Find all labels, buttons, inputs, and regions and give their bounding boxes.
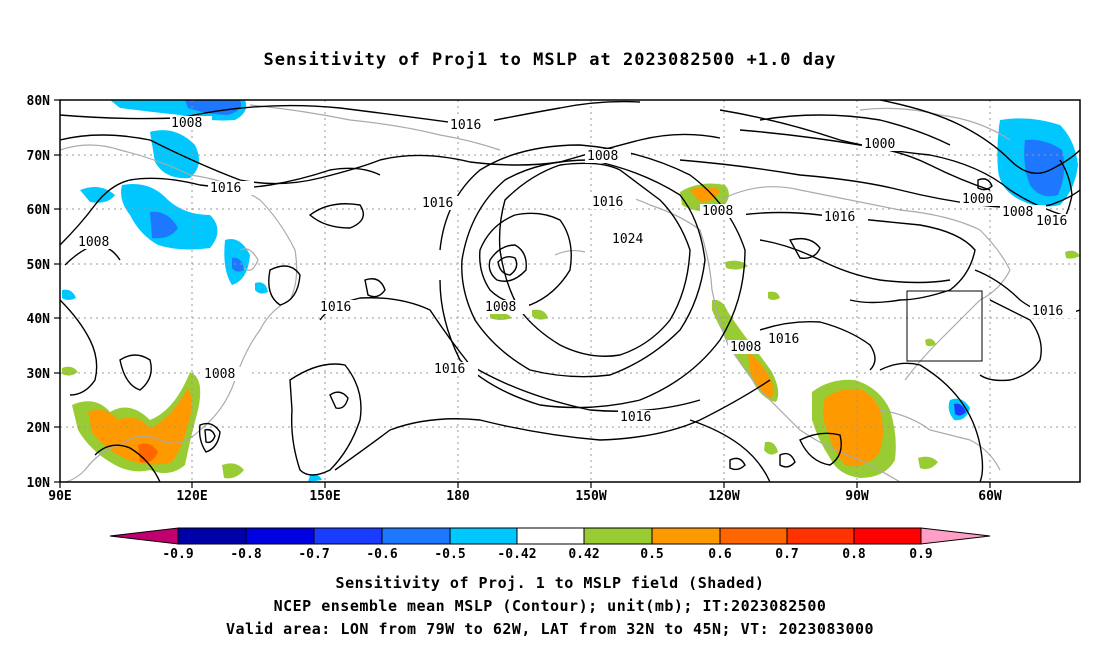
lon-label: 120W	[708, 489, 739, 504]
contour-label: 1008	[485, 300, 516, 315]
lat-label: 60N	[27, 203, 51, 218]
contour-label: 1008	[587, 149, 618, 164]
lat-label: 70N	[27, 149, 51, 164]
colorbar-swatch	[177, 527, 247, 545]
lon-label: 120E	[176, 489, 207, 504]
colorbar-swatch	[381, 527, 451, 545]
lat-label: 30N	[27, 367, 51, 382]
lon-label: 90W	[845, 489, 869, 504]
axis-ticks	[54, 99, 991, 488]
colorbar-swatch	[245, 527, 315, 545]
contour-label: 1016	[824, 210, 855, 225]
colorbar-label: -0.7	[298, 547, 329, 562]
colorbar-label: -0.8	[230, 547, 261, 562]
lon-label: 60W	[978, 489, 1002, 504]
lat-label: 10N	[27, 476, 51, 491]
colorbar-label: 0.8	[842, 547, 866, 562]
colorbar-swatch	[516, 527, 585, 545]
contour-label: 1016	[422, 196, 453, 211]
contour-label: 1016	[620, 410, 651, 425]
contour-label: 1000	[962, 192, 993, 207]
contour-label: 1008	[171, 116, 202, 131]
colorbar-label: -0.42	[497, 547, 536, 562]
colorbar-label: 0.6	[708, 547, 732, 562]
coastlines	[60, 104, 1011, 482]
colorbar-low-arrow	[109, 527, 179, 545]
colorbar-high-arrow	[920, 527, 991, 545]
colorbar-label: 0.7	[775, 547, 798, 562]
colorbar-label: 0.5	[640, 547, 663, 562]
contour-label: 1008	[204, 367, 235, 382]
contour-label: 1008	[78, 235, 109, 250]
contour-label: 1016	[1036, 214, 1067, 229]
colorbar-swatch	[651, 527, 721, 545]
contour-label: 1016	[210, 181, 241, 196]
colorbar-swatch	[313, 527, 383, 545]
contour-labels: 1008 1016 1008 1000 1016 1016 1008 1016 …	[76, 116, 1080, 425]
contour-label: 1008	[730, 340, 761, 355]
lon-label: 90E	[48, 489, 71, 504]
caption-contour: NCEP ensemble mean MSLP (Contour); unit(…	[273, 597, 827, 615]
grid-lines	[60, 100, 1080, 482]
longitude-labels: 90E 120E 150E 180 150W 120W 90W 60W	[48, 489, 1002, 504]
contour-label: 1016	[450, 118, 481, 133]
contour-label: 1008	[1002, 205, 1033, 220]
caption-shading: Sensitivity of Proj. 1 to MSLP field (Sh…	[335, 574, 765, 592]
lat-label: 20N	[27, 421, 51, 436]
colorbar-swatch	[583, 527, 653, 545]
caption-valid-area: Valid area: LON from 79W to 62W, LAT fro…	[225, 620, 875, 638]
contour-label: 1016	[768, 332, 799, 347]
colorbar-swatch	[786, 527, 855, 545]
contour-label: 1016	[434, 362, 465, 377]
lat-label: 80N	[27, 94, 51, 109]
colorbar-label: -0.9	[162, 547, 193, 562]
lat-label: 50N	[27, 258, 51, 273]
contour-label: 1016	[1032, 304, 1063, 319]
map-title: Sensitivity of Proj1 to MSLP at 20230825…	[263, 50, 837, 70]
latitude-labels: 80N 70N 60N 50N 40N 30N 20N 10N	[27, 94, 51, 491]
contour-label: 1008	[702, 204, 733, 219]
colorbar-swatch	[449, 527, 518, 545]
lon-label: 180	[446, 489, 470, 504]
contour-label: 1016	[592, 195, 623, 210]
contour-label: 1000	[864, 137, 895, 152]
colorbar-label: -0.6	[366, 547, 397, 562]
colorbar-labels: -0.9 -0.8 -0.7 -0.6 -0.5 -0.42 0.42 0.5 …	[162, 547, 932, 562]
mslp-contours	[60, 100, 1080, 482]
colorbar-swatch	[719, 527, 788, 545]
lon-label: 150E	[309, 489, 340, 504]
lon-label: 150W	[575, 489, 606, 504]
colorbar-swatch	[853, 527, 922, 545]
valid-area-box	[906, 290, 983, 362]
colorbar-label: 0.42	[568, 547, 599, 562]
contour-label: 1016	[320, 300, 351, 315]
contour-label: 1024	[612, 232, 643, 247]
colorbar	[109, 527, 991, 545]
colorbar-label: 0.9	[909, 547, 932, 562]
lat-label: 40N	[27, 312, 51, 327]
colorbar-label: -0.5	[434, 547, 465, 562]
